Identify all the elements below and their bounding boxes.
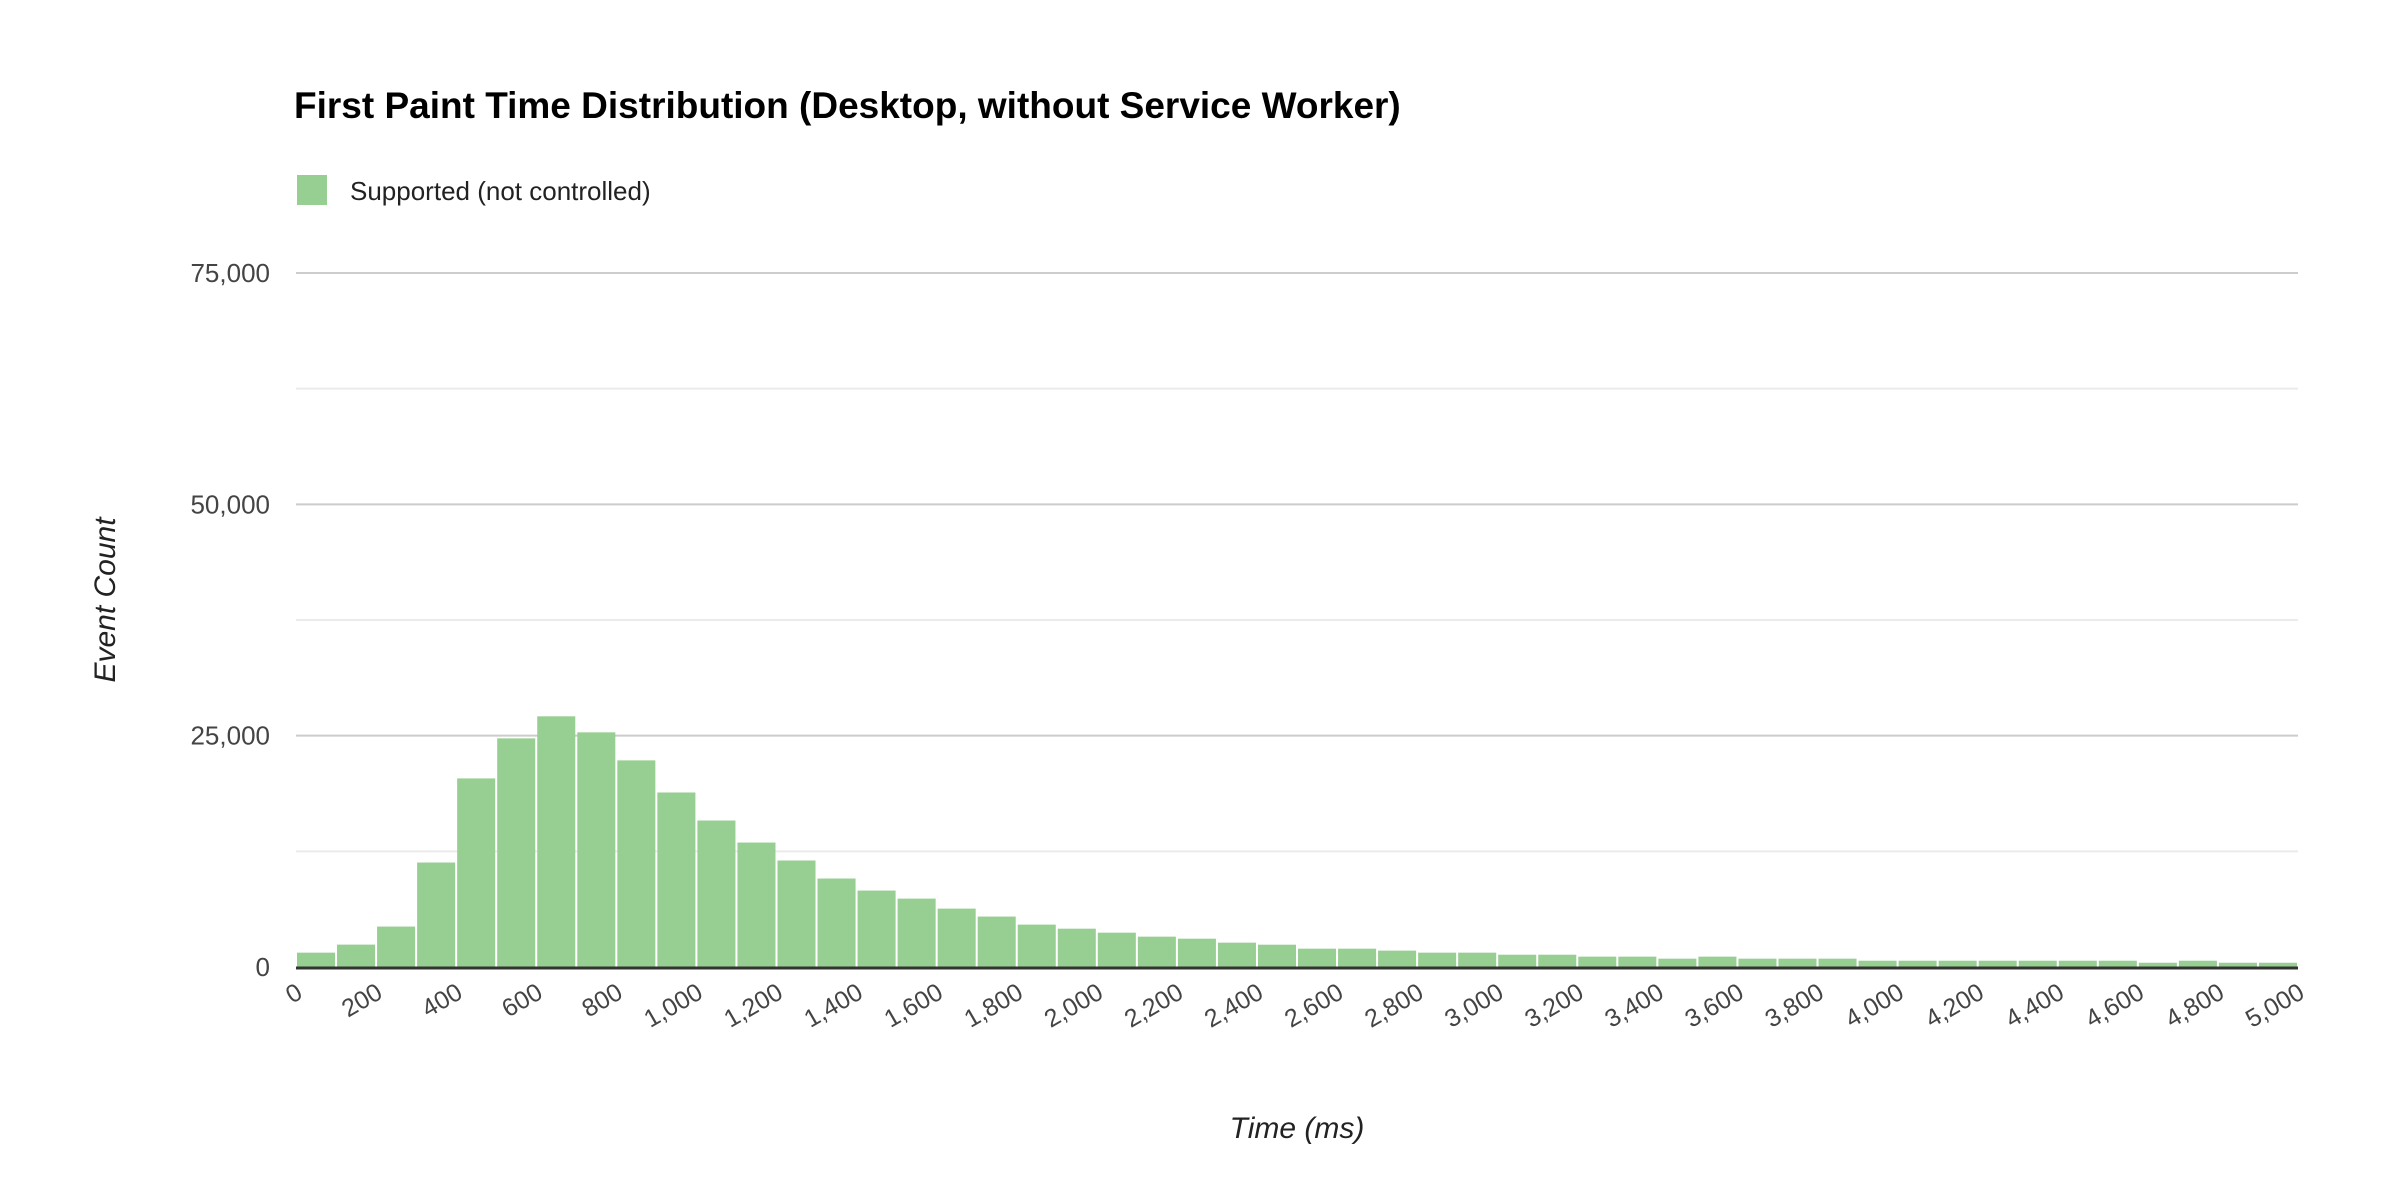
y-axis-ticks: 0 25,000 50,000 75,000 (190, 258, 270, 982)
x-tick-label: 3,000 (1440, 978, 1508, 1034)
histogram-bar (1017, 924, 1056, 967)
y-tick-label: 0 (256, 952, 270, 982)
histogram-bar (337, 944, 376, 967)
histogram-bar (857, 890, 896, 967)
histogram-bar (2258, 962, 2297, 967)
histogram-bar (1618, 956, 1657, 967)
histogram-bar (1738, 958, 1777, 967)
histogram-bar (2138, 962, 2177, 967)
histogram-bar (617, 760, 656, 967)
x-tick-label: 4,400 (2001, 978, 2069, 1034)
histogram-bar (1698, 956, 1737, 967)
histogram-bar (1177, 938, 1216, 967)
x-tick-label: 2,200 (1120, 978, 1188, 1034)
y-tick-label: 75,000 (190, 258, 270, 288)
legend-swatch (297, 175, 327, 205)
x-tick-label: 0 (281, 978, 307, 1009)
histogram-bar (1578, 956, 1617, 967)
histogram-bar (737, 842, 776, 967)
x-axis-ticks: 0 200 400 600 800 1,000 1,200 1,400 1,600 1,800 2,… (281, 978, 2309, 1034)
histogram-bar (497, 738, 536, 967)
histogram-bar (377, 926, 416, 967)
x-tick-label: 1,000 (639, 978, 707, 1034)
histogram-bar (1338, 948, 1377, 967)
histogram-bar (1818, 958, 1857, 967)
x-tick-label: 600 (497, 978, 547, 1023)
x-tick-label: 3,600 (1680, 978, 1748, 1034)
histogram-bar (1378, 950, 1417, 967)
x-tick-label: 1,800 (960, 978, 1028, 1034)
histogram-bar (1978, 960, 2017, 967)
histogram-bar (697, 820, 736, 967)
x-tick-label: 800 (577, 978, 627, 1023)
x-tick-label: 2,400 (1200, 978, 1268, 1034)
x-tick-label: 1,400 (799, 978, 867, 1034)
histogram-bar (1938, 960, 1977, 967)
legend-label: Supported (not controlled) (350, 176, 651, 206)
legend: Supported (not controlled) (297, 175, 651, 206)
histogram-bar (1257, 944, 1296, 967)
x-tick-label: 3,400 (1600, 978, 1668, 1034)
histogram-bar (1057, 928, 1096, 967)
x-tick-label: 2,600 (1280, 978, 1348, 1034)
histogram-bar (2018, 960, 2057, 967)
x-tick-label: 3,200 (1520, 978, 1588, 1034)
x-tick-label: 4,600 (2081, 978, 2149, 1034)
histogram-bar (1658, 958, 1697, 967)
histogram-bar (1298, 948, 1337, 967)
x-tick-label: 1,200 (719, 978, 787, 1034)
x-tick-label: 5,000 (2241, 978, 2309, 1034)
histogram-bar (2098, 960, 2137, 967)
histogram-bar (457, 778, 496, 967)
x-tick-label: 4,800 (2161, 978, 2229, 1034)
histogram-bar (1898, 960, 1937, 967)
gridlines (296, 272, 2298, 853)
histogram-bar (777, 860, 816, 967)
histogram-bar (1498, 954, 1537, 967)
histogram-bar (1778, 958, 1817, 967)
x-tick-label: 4,200 (1920, 978, 1988, 1034)
histogram-bar (577, 732, 616, 967)
histogram-bar (817, 878, 856, 967)
histogram-bar (897, 898, 936, 967)
x-tick-label: 4,000 (1840, 978, 1908, 1034)
histogram-bar (937, 908, 976, 967)
histogram-bar (1538, 954, 1577, 967)
histogram-bar (537, 716, 576, 967)
histogram-bar (2178, 960, 2217, 967)
x-axis-label: Time (ms) (1230, 1112, 1365, 1145)
histogram-bar (1458, 952, 1497, 967)
histogram-bar (2058, 960, 2097, 967)
histogram-bar (1097, 932, 1136, 967)
x-tick-label: 1,600 (879, 978, 947, 1034)
chart-title: First Paint Time Distribution (Desktop, … (294, 85, 1401, 126)
histogram-bar (2218, 962, 2257, 967)
y-tick-label: 25,000 (190, 721, 270, 751)
histogram-bar (417, 862, 456, 967)
histogram-bar (1137, 936, 1176, 967)
y-tick-label: 50,000 (190, 489, 270, 519)
x-tick-label: 2,800 (1360, 978, 1428, 1034)
x-tick-label: 3,800 (1760, 978, 1828, 1034)
histogram-bar (1858, 960, 1897, 967)
histogram-bar (1217, 942, 1256, 967)
x-tick-label: 200 (337, 978, 387, 1023)
histogram-bar (977, 916, 1016, 967)
x-tick-label: 400 (417, 978, 467, 1023)
y-axis-label: Event Count (89, 516, 122, 683)
bars (297, 716, 2297, 967)
histogram-bar (1418, 952, 1457, 967)
histogram-bar (297, 952, 336, 967)
histogram-bar (657, 792, 696, 967)
x-tick-label: 2,000 (1040, 978, 1108, 1034)
